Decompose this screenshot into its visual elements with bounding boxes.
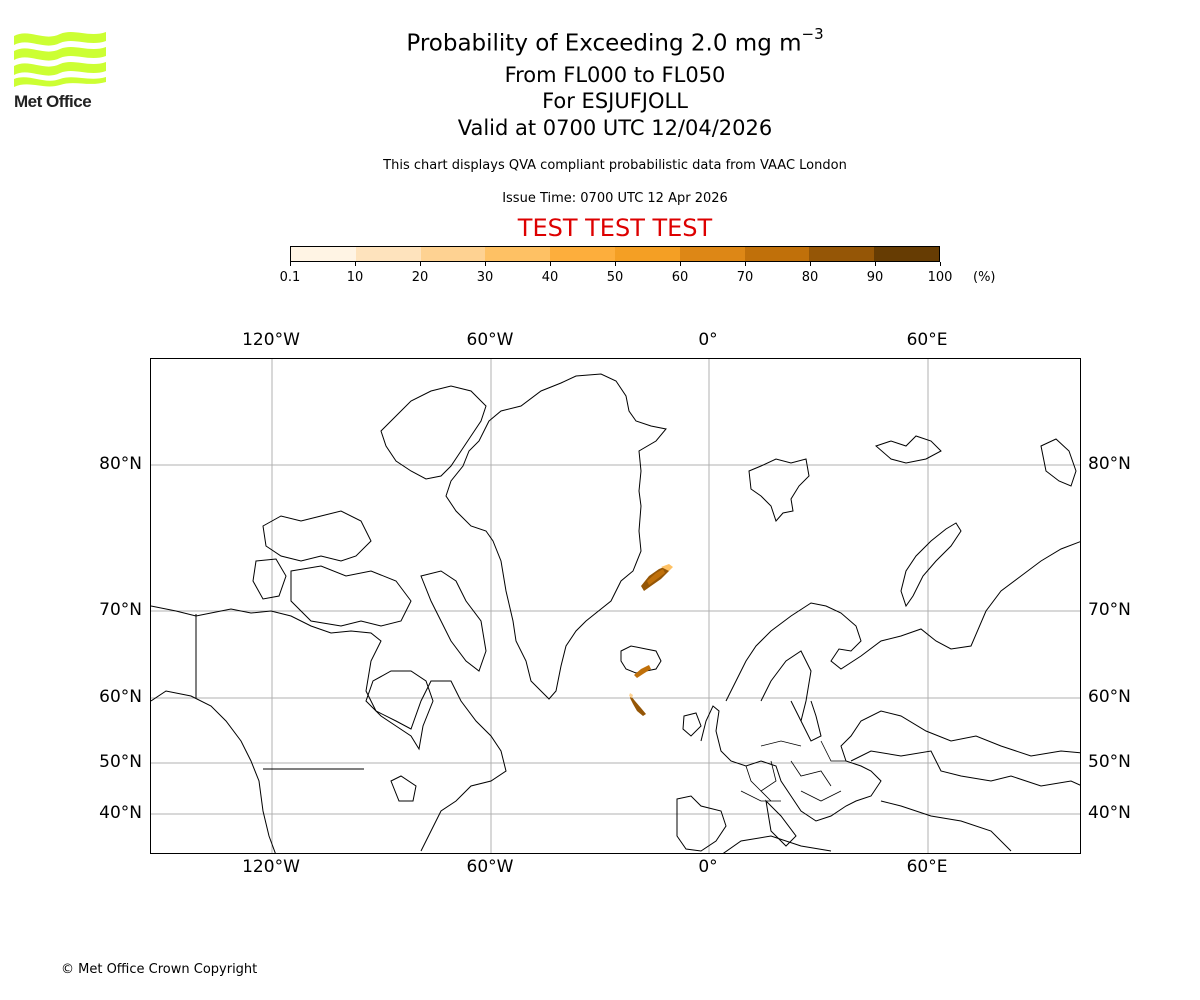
colorbar-tick: [810, 262, 811, 266]
copyright-text: © Met Office Crown Copyright: [61, 962, 258, 977]
issue-time: Issue Time: 0700 UTC 12 Apr 2026: [502, 191, 728, 206]
colorbar-segment: [809, 247, 875, 261]
colorbar-segment: [550, 247, 615, 261]
colorbar-tick-label: 40: [541, 270, 559, 285]
iceland-coast: [620, 645, 662, 674]
greenland-coast: [445, 373, 667, 700]
colorbar-tick: [290, 262, 291, 266]
longitude-label-top: 60°E: [906, 330, 948, 350]
colorbar-segment: [355, 247, 421, 261]
colorbar-tick-label: 20: [411, 270, 429, 285]
longitude-label-top: 120°W: [242, 330, 300, 350]
latitude-label-right: 40°N: [1088, 803, 1131, 823]
gridlines: [151, 359, 1080, 853]
latitude-label-left: 50°N: [99, 752, 142, 772]
europe-coast: [700, 705, 1080, 822]
plume-iceland: [634, 665, 651, 678]
baffin-coast: [420, 570, 487, 672]
test-banner: TEST TEST TEST: [517, 214, 713, 242]
longitude-label-top: 60°W: [466, 330, 514, 350]
colorbar-tick: [940, 262, 941, 266]
colorbar-tick-label: 0.1: [279, 270, 301, 285]
colorbar-tick: [550, 262, 551, 266]
latitude-label-left: 60°N: [99, 687, 142, 707]
met-office-logo: Met Office: [14, 30, 106, 112]
colorbar-tick: [745, 262, 746, 266]
colorbar-unit: (%): [973, 270, 996, 285]
latitude-label-right: 50°N: [1088, 752, 1131, 772]
colorbar-tick: [875, 262, 876, 266]
longitude-label-bottom: 120°W: [242, 857, 300, 877]
colorbar-segment: [420, 247, 486, 261]
colorbar-tick-label: 80: [801, 270, 819, 285]
colorbar-segment: [614, 247, 680, 261]
colorbar-tick-label: 70: [736, 270, 754, 285]
longitude-label-top: 0°: [698, 330, 718, 350]
latitude-label-right: 60°N: [1088, 687, 1131, 707]
longitude-label-bottom: 60°E: [906, 857, 948, 877]
chart-title: Probability of Exceeding 2.0 mg m−3: [406, 25, 824, 57]
colorbar-tick-label: 50: [606, 270, 624, 285]
flight-level-range: From FL000 to FL050: [504, 63, 726, 87]
volcano-name: For ESJUFJOLL: [542, 89, 688, 113]
colorbar-segment: [291, 247, 356, 261]
longitude-label-bottom: 60°W: [466, 857, 514, 877]
met-office-waves-icon: [14, 32, 106, 87]
colorbar-segment: [744, 247, 810, 261]
baltic: [790, 700, 822, 742]
latitude-label-right: 70°N: [1088, 600, 1131, 620]
colorbar-tick: [355, 262, 356, 266]
colorbar-tick-label: 100: [927, 270, 953, 285]
scandinavia-coast: [725, 541, 1080, 702]
colorbar-tick-label: 10: [346, 270, 364, 285]
ash-plumes: [629, 564, 673, 716]
latitude-label-left: 70°N: [99, 600, 142, 620]
map-panel[interactable]: [150, 358, 1081, 854]
colorbar-tick-label: 30: [476, 270, 494, 285]
colorbar-tick: [615, 262, 616, 266]
svalbard-coast: [748, 458, 810, 522]
north-america-coast: [151, 605, 507, 852]
map-canvas: [151, 359, 1080, 853]
colorbar-tick: [420, 262, 421, 266]
latitude-label-right: 80°N: [1088, 454, 1131, 474]
valid-time: Valid at 0700 UTC 12/04/2026: [457, 116, 773, 140]
data-source-note: This chart displays QVA compliant probab…: [383, 158, 847, 173]
latitude-label-left: 40°N: [99, 803, 142, 823]
plume-southwest: [630, 696, 646, 716]
colorbar: [290, 246, 940, 262]
colorbar-tick: [485, 262, 486, 266]
novaya-zemlya: [900, 522, 962, 608]
colorbar-tick-label: 60: [671, 270, 689, 285]
ellesmere-coast: [380, 385, 487, 480]
colorbar-tick: [680, 262, 681, 266]
longitude-label-bottom: 0°: [698, 857, 718, 877]
colorbar-tick-label: 90: [866, 270, 884, 285]
us-canada-border: [195, 614, 364, 770]
colorbar-segment: [679, 247, 745, 261]
coastlines: [151, 373, 1080, 853]
logo-text: Met Office: [14, 92, 92, 111]
colorbar-segment: [485, 247, 551, 261]
hudson-bay: [365, 670, 434, 751]
arctic-islands: [262, 510, 372, 562]
colorbar-segment: [874, 247, 939, 261]
latitude-label-left: 80°N: [99, 454, 142, 474]
